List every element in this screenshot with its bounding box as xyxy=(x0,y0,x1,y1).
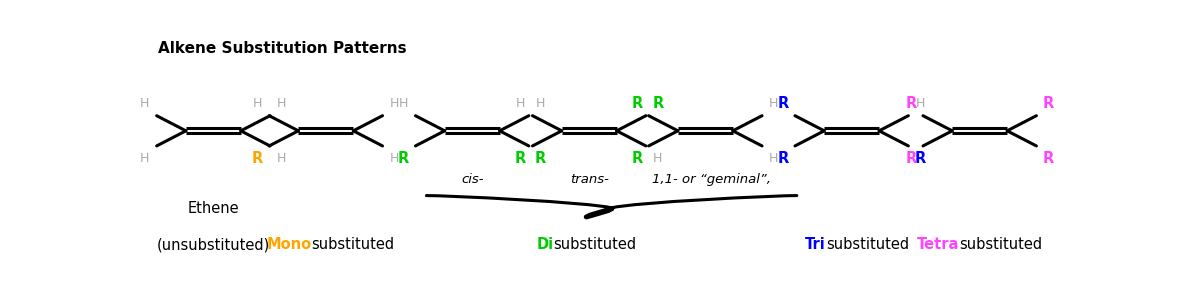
Text: H: H xyxy=(399,97,408,110)
Text: R: R xyxy=(778,151,788,166)
Text: trans-: trans- xyxy=(570,173,609,186)
Text: H: H xyxy=(769,152,779,165)
Text: Di: Di xyxy=(537,237,553,252)
Text: substituted: substituted xyxy=(959,237,1042,252)
Text: H: H xyxy=(916,97,925,110)
Text: H: H xyxy=(277,152,287,165)
Text: H: H xyxy=(277,97,287,110)
Text: H: H xyxy=(389,97,399,110)
Text: H: H xyxy=(769,97,779,110)
Text: H: H xyxy=(389,152,399,165)
Text: H: H xyxy=(536,97,545,110)
Text: R: R xyxy=(631,151,642,166)
Text: R: R xyxy=(778,96,788,111)
Text: R: R xyxy=(905,96,917,111)
Text: H: H xyxy=(653,152,662,165)
Text: Tri: Tri xyxy=(805,237,826,252)
Text: H: H xyxy=(140,152,150,165)
Text: Tetra: Tetra xyxy=(917,237,959,252)
Text: cis-: cis- xyxy=(461,173,484,186)
Text: substituted: substituted xyxy=(312,237,394,252)
Text: substituted: substituted xyxy=(826,237,909,252)
Text: R: R xyxy=(251,151,263,166)
Text: R: R xyxy=(1043,96,1054,111)
Text: R: R xyxy=(398,151,409,166)
Text: 1,1- or “geminal”,: 1,1- or “geminal”, xyxy=(653,173,772,186)
Text: H: H xyxy=(516,97,525,110)
Text: H: H xyxy=(253,97,262,110)
Text: R: R xyxy=(631,96,642,111)
Text: Alkene Substitution Patterns: Alkene Substitution Patterns xyxy=(158,41,407,57)
Text: R: R xyxy=(535,151,546,166)
Text: (unsubstituted): (unsubstituted) xyxy=(157,237,270,252)
Text: R: R xyxy=(1043,151,1054,166)
Text: Ethene: Ethene xyxy=(188,202,240,216)
Text: Mono: Mono xyxy=(267,237,312,252)
Text: R: R xyxy=(914,151,926,166)
Text: R: R xyxy=(905,151,917,166)
Text: R: R xyxy=(514,151,526,166)
Text: substituted: substituted xyxy=(553,237,636,252)
Text: H: H xyxy=(140,97,150,110)
Text: R: R xyxy=(653,96,663,111)
